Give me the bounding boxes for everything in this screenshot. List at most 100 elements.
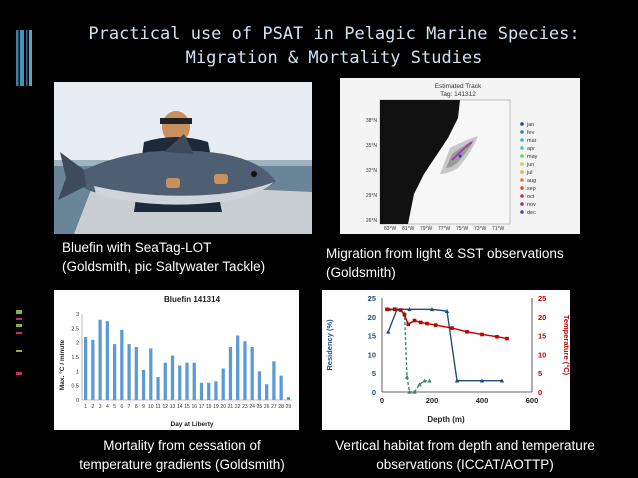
legend-label: mar <box>527 138 537 144</box>
legend-swatch <box>520 202 524 206</box>
legend-label: oct <box>527 194 535 200</box>
x-tick-label: 24 <box>249 404 255 410</box>
x-tick-label: 27 <box>271 404 277 410</box>
series-point <box>407 389 412 394</box>
x-tick-label: 22 <box>235 404 241 410</box>
bar <box>192 362 196 400</box>
series-point <box>429 307 435 312</box>
x-tick-label: 15 <box>184 404 190 410</box>
map-lat-labels: 38°N 35°N 32°N 29°N 26°N <box>366 118 378 224</box>
series-point <box>417 382 422 387</box>
series-point <box>422 378 427 383</box>
map-title-line-2: Tag: 141312 <box>440 91 476 98</box>
series-point <box>407 307 412 312</box>
series-point <box>480 332 484 337</box>
y-tick-label: 2 <box>76 341 79 347</box>
legend-swatch <box>520 162 524 166</box>
legend-label: sep <box>527 186 536 192</box>
bluefin-photo <box>54 82 312 234</box>
y-tick-label-right: 5 <box>538 369 542 378</box>
legend-label: may <box>527 154 538 160</box>
y-tick-label-right: 25 <box>538 294 546 303</box>
lon-label: 73°W <box>474 226 487 232</box>
x-tick-label: 16 <box>191 404 197 410</box>
bar <box>243 341 247 400</box>
lat-label: 35°N <box>366 143 378 149</box>
photo-caption-line-2: (Goldsmith, pic Saltywater Tackle) <box>62 259 266 274</box>
bar <box>221 368 225 400</box>
bar <box>257 371 262 400</box>
legend-swatch <box>520 154 524 158</box>
lon-label: 77°W <box>438 226 451 232</box>
mortality-bar-chart: Bluefin 141314 Max. °C / minute Day at L… <box>54 290 299 430</box>
series-point <box>505 336 509 341</box>
slide-title: Practical use of PSAT in Pelagic Marine … <box>44 22 624 70</box>
x-tick-label: 13 <box>170 404 176 410</box>
bar-chart-bars <box>83 319 291 400</box>
series-point <box>404 374 410 379</box>
map-caption-line-1: Migration from light & SST observations <box>326 246 564 261</box>
photo-caption-line-1: Bluefin with SeaTag-LOT <box>62 240 212 255</box>
bar <box>228 346 233 400</box>
legend-label: aug <box>527 178 536 184</box>
x-tick-label: 600 <box>526 396 539 405</box>
legend-label: dec <box>527 210 536 216</box>
mortality-caption-line-1: Mortality from cessation of <box>103 438 261 453</box>
bar <box>199 382 204 400</box>
bar <box>120 329 124 400</box>
mortality-caption: Mortality from cessation of temperature … <box>62 436 302 474</box>
lat-label: 38°N <box>366 118 378 124</box>
bar <box>178 365 182 400</box>
series-point <box>427 378 432 383</box>
x-tick-label: 8 <box>135 404 138 410</box>
bar <box>207 382 211 400</box>
x-tick-label: 10 <box>148 404 154 410</box>
line-chart-xlabel: Depth (m) <box>427 415 465 424</box>
lon-label: 71°W <box>492 226 505 232</box>
map-caption-line-2: (Goldsmith) <box>326 265 396 280</box>
y-tick-label-left: 25 <box>368 294 376 303</box>
x-tick-label: 12 <box>162 404 168 410</box>
x-tick-label: 18 <box>206 404 212 410</box>
y-tick-label-right: 0 <box>538 388 542 397</box>
vertical-habitat-chart: Residency (%) Temperature (°C) Depth (m)… <box>322 290 570 430</box>
series-point <box>495 334 499 339</box>
vertical-habitat-caption-line-1: Vertical habitat from depth and temperat… <box>335 438 595 453</box>
bar-chart-categories: 1 2 3 4 5 6 7 8 9 10 11 12 13 14 15 16 17 18 19 20 21 22 23 24 2… <box>84 404 291 410</box>
map-legend: jan fev mar apr may jun jul aug sep oct nov dec <box>520 122 538 216</box>
x-tick-label: 17 <box>199 404 205 410</box>
bar-chart-xlabel: Day at Liberty <box>171 421 214 428</box>
bar <box>141 369 146 400</box>
x-tick-label: 6 <box>120 404 123 410</box>
x-tick-label: 1 <box>84 404 87 410</box>
series-point <box>406 322 411 327</box>
mortality-caption-line-2: temperature gradients (Goldsmith) <box>79 457 285 472</box>
series-point <box>385 307 389 312</box>
x-tick-label: 28 <box>278 404 284 410</box>
lon-label: 83°W <box>384 226 397 232</box>
legend-swatch <box>520 178 524 182</box>
bar <box>163 362 167 400</box>
y-tick-label-left: 10 <box>368 350 376 359</box>
y-tick-label-left: 15 <box>368 332 376 341</box>
x-tick-label: 5 <box>113 404 116 410</box>
legend-label: nov <box>527 202 536 208</box>
line-chart-ylabel-left: Residency (%) <box>325 319 334 371</box>
series-point <box>402 313 407 317</box>
line-chart-series <box>385 307 509 394</box>
series-point <box>412 389 417 394</box>
vertical-habitat-caption-line-2: observations (ICCAT/AOTTP) <box>376 457 554 472</box>
mortality-bar-chart-svg: Bluefin 141314 Max. °C / minute Day at L… <box>58 295 292 428</box>
bar <box>170 355 175 400</box>
series-point <box>454 378 460 383</box>
legend-label: jan <box>526 122 534 128</box>
x-tick-label: 20 <box>220 404 226 410</box>
bar <box>265 384 269 400</box>
bar <box>286 397 291 400</box>
migration-map: Estimated Track Tag: 141312 38°N 35°N 32… <box>340 78 580 234</box>
x-tick-label: 4 <box>106 404 109 410</box>
legend-label: jun <box>526 162 534 168</box>
series-point <box>499 378 505 383</box>
series-point <box>479 378 485 383</box>
